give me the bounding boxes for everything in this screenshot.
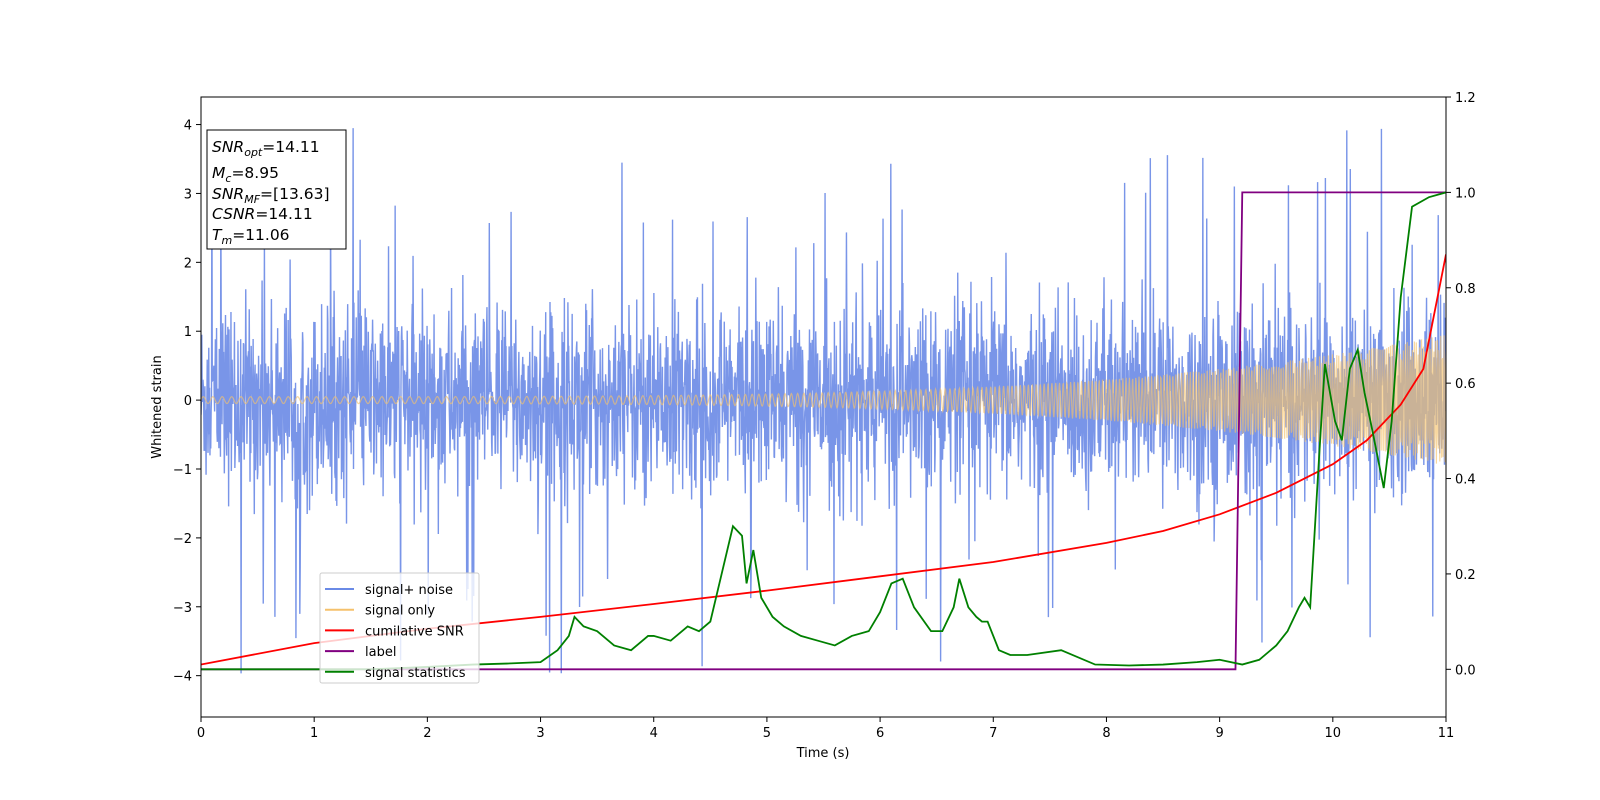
plot-area xyxy=(201,128,1446,674)
y-tick-label: 4 xyxy=(184,119,192,134)
x-tick-label: 10 xyxy=(1325,726,1342,741)
info-snr-opt: SNRopt=14.11 xyxy=(212,138,320,159)
series-cumilative-snr xyxy=(201,254,1446,666)
info-tm: Tm=11.06 xyxy=(212,226,290,247)
axis-ticks: 0 1 2 3 4 5 6 7 8 9 10 11 −4 −3 −2 −1 0 1 2 3 4 0.0 0.2 0.4 0.6 0… xyxy=(173,91,1476,741)
y2-tick-label: 1.0 xyxy=(1455,186,1476,201)
y-tick-label: −3 xyxy=(173,601,192,616)
x-tick-label: 5 xyxy=(763,726,771,741)
legend-label: signal only xyxy=(365,604,435,619)
legend-label: signal statistics xyxy=(365,666,466,681)
x-tick-label: 0 xyxy=(197,726,205,741)
y2-tick-label: 0.2 xyxy=(1455,568,1476,583)
info-box: SNRopt=14.11 Mc=8.95 SNRMF=[13.63] CSNR=… xyxy=(206,129,347,250)
legend: signal+ noise signal only cumilative SNR la… xyxy=(319,572,480,684)
legend-frame xyxy=(319,572,480,684)
y-tick-label: 2 xyxy=(184,256,192,271)
y-tick-label: −4 xyxy=(173,670,192,685)
x-tick-label: 11 xyxy=(1438,726,1455,741)
legend-label: signal+ noise xyxy=(365,583,453,598)
y2-tick-label: 0.6 xyxy=(1455,377,1476,392)
x-tick-label: 3 xyxy=(536,726,544,741)
y2-tick-label: 0.4 xyxy=(1455,473,1476,488)
info-snr-mf: SNRMF=[13.63] xyxy=(212,185,330,206)
x-tick-label: 1 xyxy=(310,726,318,741)
series-label xyxy=(201,191,1446,671)
axes-frame xyxy=(200,96,1447,718)
x-axis-label: Time (s) xyxy=(796,746,850,761)
info-csnr: CSNR=14.11 xyxy=(212,205,313,223)
series-signal-statistics xyxy=(201,191,1446,671)
y2-tick-label: 0.0 xyxy=(1455,663,1476,678)
x-tick-label: 9 xyxy=(1215,726,1223,741)
x-tick-label: 2 xyxy=(423,726,431,741)
y2-tick-label: 0.8 xyxy=(1455,282,1476,297)
y-tick-label: 1 xyxy=(184,325,192,340)
info-mc: Mc=8.95 xyxy=(212,164,279,185)
info-box-frame xyxy=(206,129,347,250)
y-axis-label: Whitened strain xyxy=(150,355,165,458)
x-tick-label: 4 xyxy=(650,726,658,741)
legend-label: cumilative SNR xyxy=(365,624,464,639)
x-tick-label: 7 xyxy=(989,726,997,741)
y-tick-label: 0 xyxy=(184,394,192,409)
legend-label: label xyxy=(365,645,396,660)
y-tick-label: −2 xyxy=(173,532,192,547)
x-tick-label: 6 xyxy=(876,726,884,741)
y-tick-label: −1 xyxy=(173,463,192,478)
y2-tick-label: 1.2 xyxy=(1455,91,1476,106)
y-tick-label: 3 xyxy=(184,187,192,202)
x-tick-label: 8 xyxy=(1102,726,1110,741)
